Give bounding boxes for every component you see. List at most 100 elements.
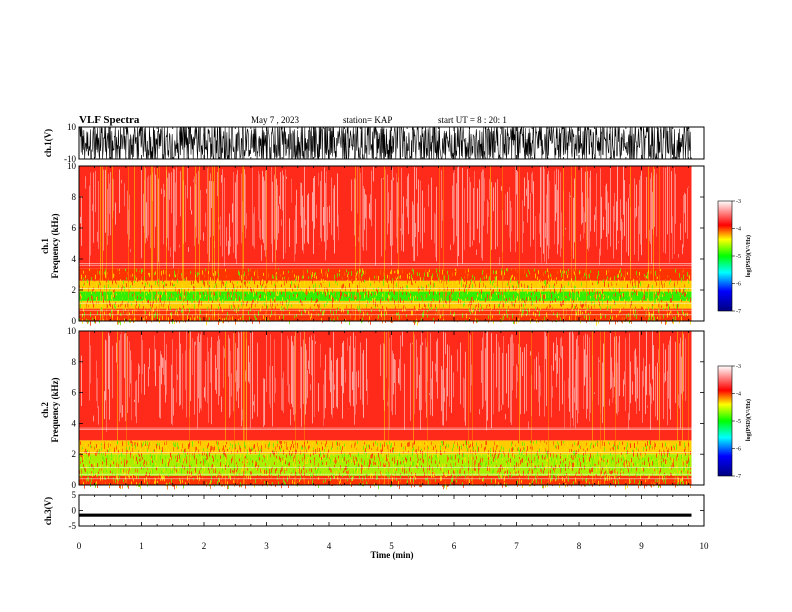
spectrogram-lowfreq-texture (258, 454, 259, 460)
spectrogram-lowfreq-texture (314, 273, 315, 279)
spectrogram-lowfreq-texture (172, 469, 173, 474)
spectrogram-lowfreq-texture (448, 457, 449, 460)
spectrogram-speckle (505, 194, 506, 225)
spectrogram-lowfreq-texture (308, 276, 309, 279)
spectrogram-lowfreq-texture (321, 460, 322, 466)
spectrogram-speckle (452, 185, 453, 219)
spectrogram-lowfreq-texture (182, 443, 183, 449)
spectrogram-lowfreq-texture (168, 473, 169, 477)
spectrogram-lowfreq-texture (205, 313, 206, 316)
spectrogram-lowfreq-texture (356, 272, 357, 277)
spectrogram-lowfreq-texture (476, 298, 477, 303)
spectrogram-lowfreq-texture (571, 306, 572, 310)
spectrogram-lowfreq-texture (281, 284, 282, 288)
spectrogram-lowfreq-texture (241, 280, 242, 283)
spectrogram-lowfreq-texture (171, 319, 172, 322)
spectrogram-lowfreq-texture (656, 275, 657, 280)
spectrogram-lowfreq-texture (82, 455, 83, 460)
spectrogram-lowfreq-texture (198, 272, 199, 276)
spectrogram-speckle (271, 167, 272, 245)
spectrogram-lowfreq-texture (680, 294, 681, 298)
spectrogram-speckle (350, 336, 351, 406)
spectrogram-lowfreq-texture (200, 461, 201, 464)
spectrogram-lowfreq-texture (142, 444, 143, 447)
spectrogram-lowfreq-texture (370, 460, 371, 465)
spectrogram-lowfreq-texture (409, 272, 410, 275)
spectrogram-lowfreq-texture (252, 273, 253, 278)
spectrogram-speckle (148, 367, 149, 387)
spectrogram-lowfreq-texture (126, 272, 127, 277)
spectrogram-sferic (586, 166, 587, 321)
spectrogram-speckle (121, 179, 122, 184)
spectrogram-lowfreq-texture (299, 279, 300, 283)
spectrogram-lowfreq-texture (341, 450, 342, 454)
spectrogram-lowfreq-texture (103, 452, 104, 455)
spectrogram-lowfreq-texture (139, 441, 140, 445)
spectrogram-lowfreq-texture (90, 295, 91, 301)
spectrogram-lowfreq-texture (117, 320, 118, 325)
spectrogram-lowfreq-texture (236, 308, 237, 314)
spectrogram-lowfreq-texture (295, 286, 296, 289)
spectrogram-lowfreq-texture (95, 291, 96, 294)
spectrogram-speckle (162, 357, 163, 368)
spectrogram-lowfreq-texture (369, 316, 370, 320)
spectrogram-lowfreq-texture (229, 305, 230, 309)
spectrogram-lowfreq-texture (141, 278, 142, 282)
spectrogram-lowfreq-texture (199, 274, 200, 278)
spectrogram-speckle (177, 374, 178, 380)
spectrogram-lowfreq-texture (420, 441, 421, 446)
spectrogram-lowfreq-texture (343, 284, 344, 287)
spectrogram-lowfreq-texture (383, 271, 384, 277)
spectrogram-lowfreq-texture (255, 461, 256, 466)
spectrogram-lowfreq-texture (499, 467, 500, 470)
spectrogram-lowfreq-texture (221, 466, 222, 470)
spectrogram-lowfreq-texture (489, 466, 490, 472)
spectrogram-speckle (364, 188, 365, 230)
spectrogram-lowfreq-texture (172, 295, 173, 299)
spectrogram-lowfreq-texture (350, 482, 351, 486)
spectrogram-lowfreq-texture (139, 313, 140, 318)
spectrogram-lowfreq-texture (280, 281, 281, 285)
spectrogram-lowfreq-texture (434, 472, 435, 478)
spectrogram-lowfreq-texture (89, 451, 90, 457)
spectrogram-lowfreq-texture (136, 307, 137, 313)
spectrogram-speckle (451, 355, 452, 413)
spectrogram-lowfreq-texture (515, 300, 516, 304)
spectrogram-lowfreq-texture (557, 271, 558, 274)
spectrogram-lowfreq-texture (684, 284, 685, 288)
spectrogram-speckle (395, 359, 396, 415)
spectrogram-lowfreq-texture (323, 279, 324, 283)
spectrogram-lowfreq-texture (397, 455, 398, 461)
spectrogram-lowfreq-texture (529, 274, 530, 279)
spectrogram-lowfreq-texture (591, 284, 592, 288)
spectrogram-lowfreq-texture (457, 280, 458, 283)
spectrogram-lowfreq-texture (143, 462, 144, 466)
spectrogram-speckle (605, 185, 606, 210)
spectrogram-lowfreq-texture (85, 468, 86, 473)
spectrogram-lowfreq-texture (450, 476, 451, 481)
spectrogram-lowfreq-texture (565, 314, 566, 318)
spectrogram-lowfreq-texture (297, 268, 298, 273)
spectrogram-lowfreq-texture (96, 271, 97, 274)
spectrogram-lowfreq-texture (99, 479, 100, 485)
spectrogram-lowfreq-texture (471, 456, 472, 461)
spectrogram-lowfreq-texture (261, 284, 262, 290)
spectrogram-lowfreq-texture (284, 306, 285, 310)
spectrogram-lowfreq-texture (174, 444, 175, 447)
spectrogram-lowfreq-texture (394, 271, 395, 274)
spectrogram-lowfreq-texture (650, 271, 651, 275)
spectrogram-lowfreq-texture (235, 320, 236, 325)
spectrogram-lowfreq-texture (422, 298, 423, 302)
spectrogram-lowfreq-texture (374, 275, 375, 279)
spectrogram-lowfreq-texture (383, 279, 384, 285)
spectrogram-speckle (583, 206, 584, 239)
spectrogram-lowfreq-texture (520, 306, 521, 312)
spectrogram-lowfreq-texture (344, 468, 345, 472)
spectrogram-lowfreq-texture (152, 464, 153, 469)
spectrogram-lowfreq-texture (88, 444, 89, 447)
spectrogram-lowfreq-texture (431, 301, 432, 304)
spectrogram-lowfreq-texture (236, 473, 237, 477)
spectrogram-lowfreq-texture (511, 297, 512, 302)
spectrogram-lowfreq-texture (231, 450, 232, 454)
spectrogram-lowfreq-texture (192, 442, 193, 447)
